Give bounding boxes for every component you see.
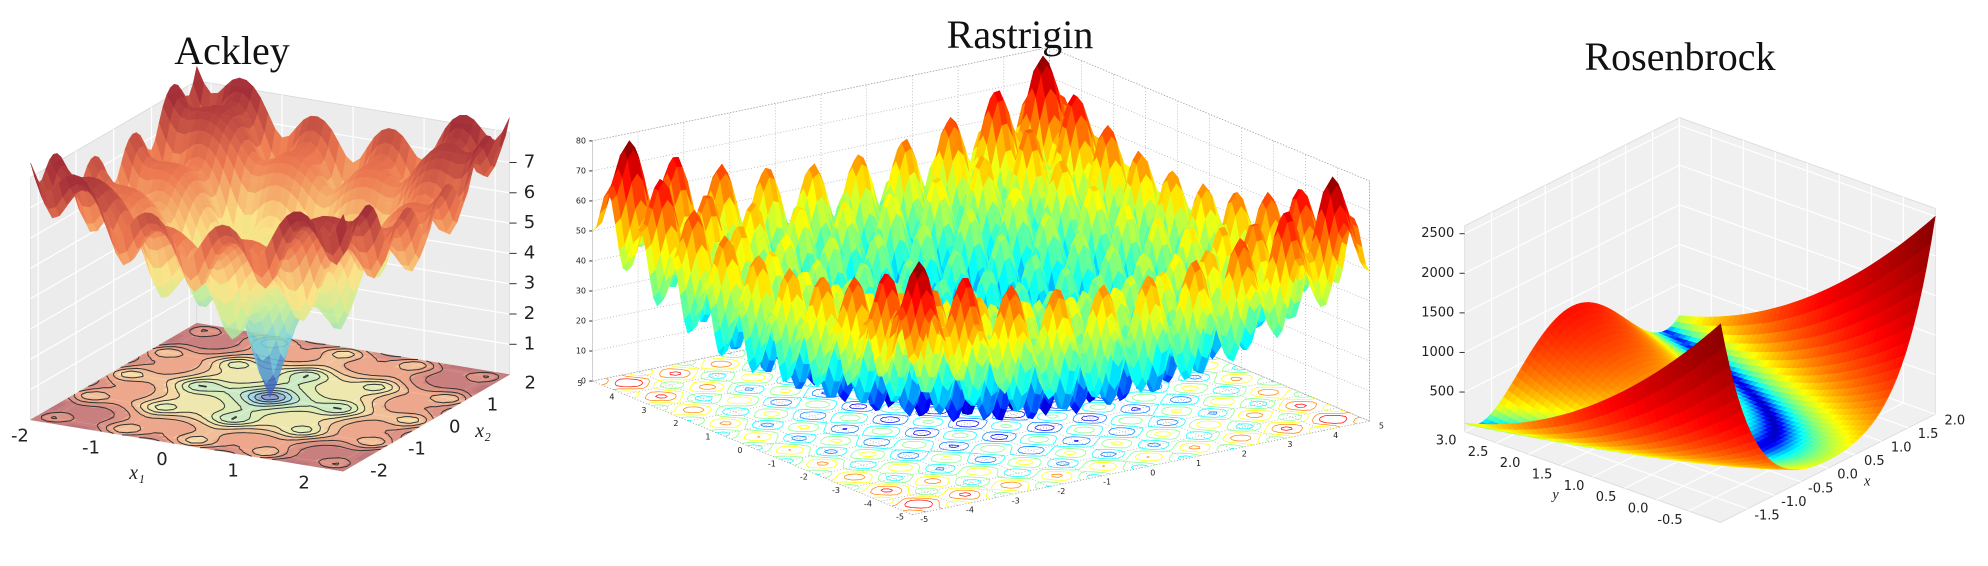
x-tick-label: -2 [11,426,29,447]
x-tick-label: -5 [920,515,928,524]
x-tick-label: -1 [1103,478,1111,487]
y-tick-label: -1 [768,459,776,468]
y-tick-label: 0 [737,446,742,455]
z-tick-label: 50 [576,226,586,235]
y-tick-label: -1 [408,439,426,460]
z-tick-label: 1 [524,333,535,354]
z-tick-label: 70 [576,166,586,175]
y-tick-label: 4 [609,392,614,401]
z-tick-label: 60 [576,196,586,205]
y-tick-label: 2 [673,419,678,428]
y-tick-label: 1 [705,433,710,442]
z-tick-label: 10 [576,347,586,356]
y-tick-label: -5 [896,513,904,522]
x-tick-label: 3 [1287,440,1292,449]
y-tick-label: -2 [370,460,388,481]
x-tick-label: 4 [1333,431,1338,440]
y-tick-label: -4 [864,499,872,508]
x-tick-label: 2 [298,472,309,493]
x-tick-label: 1 [227,461,238,482]
x-tick-label: -3 [1012,496,1020,505]
z-tick-label: 6 [524,182,535,203]
y-tick-label: 2 [525,373,536,394]
z-tick-label: 3 [524,273,535,294]
y-tick-label: -2 [800,473,808,482]
x-tick-label: 1 [1196,459,1201,468]
surface-chart: -5 -4 -3 -2 -1 0 1 2 3 4 5 -5 -4 -3 -2 -1 0 1 2 3 4 50 10 20 30 4… [576,12,1384,524]
z-tick-label: 80 [576,136,586,145]
z-tick-label: 0 [581,377,586,386]
z-tick-label: 40 [576,256,586,265]
y-tick-label: 1 [487,395,498,416]
z-tick-label: 2 [524,303,535,324]
surface-chart: -2 -1 0 1 2 -2 -1 0 1 2 1 2 3 4 5 6 7 x₁ x₂ Ackley [11,28,536,493]
x-tick-label: 2 [1242,450,1247,459]
x-tick-label: 0 [1150,468,1155,477]
y-tick-label: 0 [449,417,460,438]
z-tick-label: 4 [524,242,535,263]
x-axis-label: x₁ [128,462,145,484]
y-tick-label: 3 [641,406,646,415]
x-tick-label: -2 [1057,487,1065,496]
z-tick-label: 7 [524,151,535,172]
x-tick-label: -4 [966,506,974,515]
chart-title: Ackley [174,28,290,73]
z-tick-label: 30 [576,286,586,295]
z-tick-label: 5 [524,212,535,233]
y-axis-label: x₂ [474,420,491,442]
x-tick-label: 0 [156,449,167,470]
x-tick-label: -1 [82,437,100,458]
y-tick-label: -3 [832,486,840,495]
x-tick-label: 5 [1379,422,1384,431]
z-tick-label: 20 [576,317,586,326]
